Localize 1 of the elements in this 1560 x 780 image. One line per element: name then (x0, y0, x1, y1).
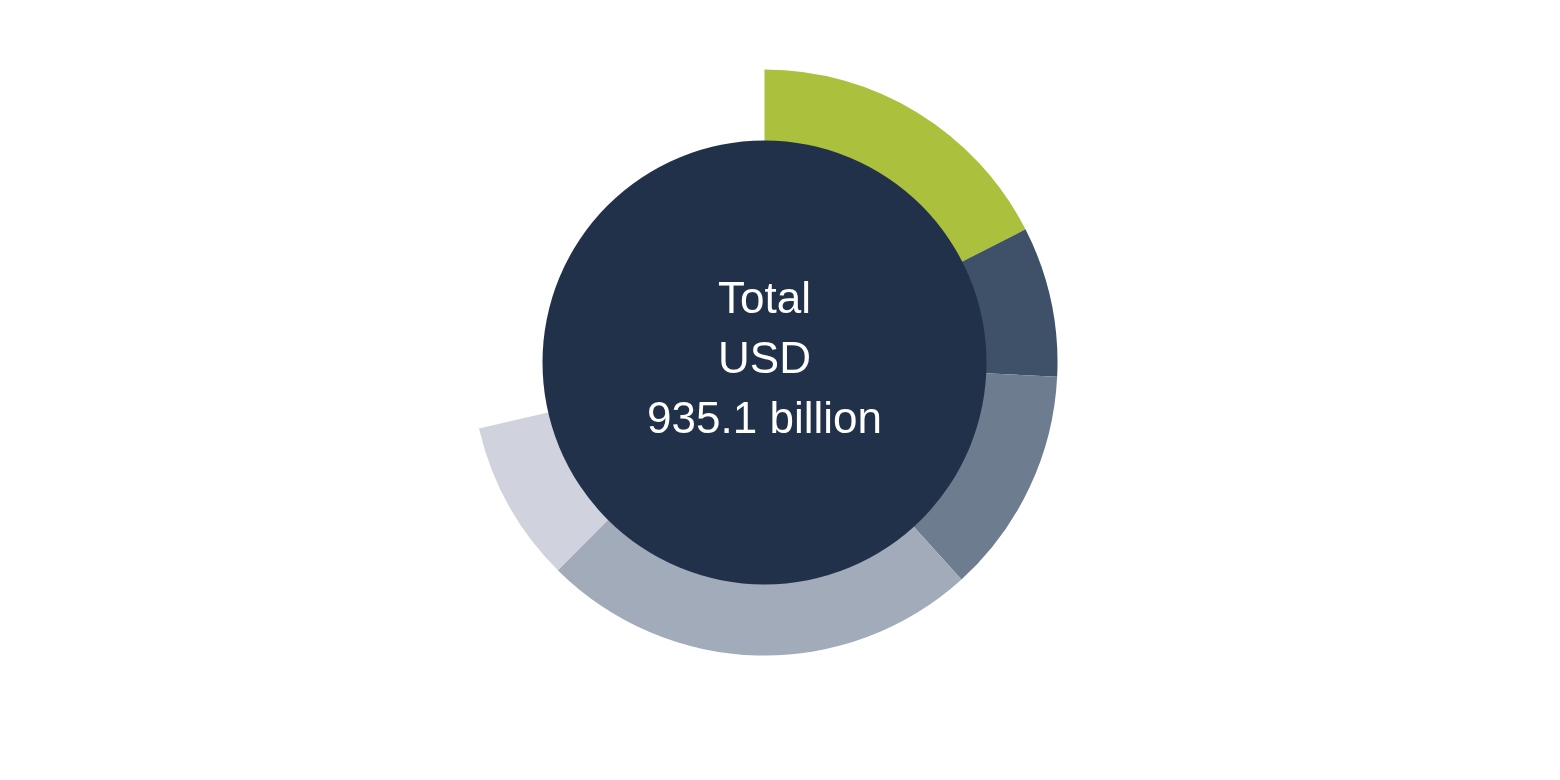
text: Total USD 935.1 billion (647, 273, 882, 442)
